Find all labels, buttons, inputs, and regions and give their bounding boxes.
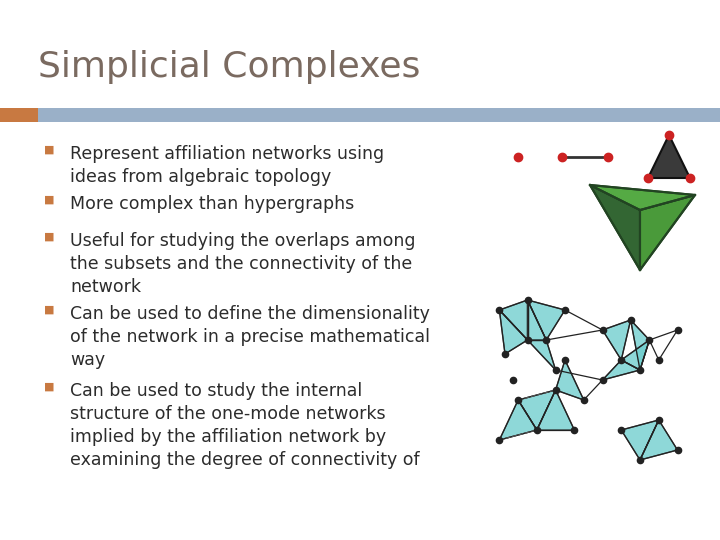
Polygon shape [603, 360, 640, 380]
Text: Simplicial Complexes: Simplicial Complexes [38, 50, 420, 84]
Bar [38, 108, 720, 122]
Polygon shape [518, 390, 556, 430]
Bar [0, 108, 38, 122]
Polygon shape [590, 185, 640, 270]
Polygon shape [528, 300, 546, 340]
Polygon shape [640, 420, 678, 460]
Text: Can be used to study the internal
structure of the one-mode networks
implied by : Can be used to study the internal struct… [70, 382, 420, 469]
Text: More complex than hypergraphs: More complex than hypergraphs [70, 195, 354, 213]
Text: ■: ■ [44, 195, 55, 205]
Text: ■: ■ [44, 232, 55, 242]
Polygon shape [631, 320, 649, 370]
Polygon shape [621, 420, 659, 460]
Polygon shape [640, 195, 695, 270]
Polygon shape [556, 360, 584, 400]
Text: ■: ■ [44, 305, 55, 315]
Polygon shape [528, 340, 556, 370]
Polygon shape [500, 400, 537, 440]
Text: Can be used to define the dimensionality
of the network in a precise mathematica: Can be used to define the dimensionality… [70, 305, 430, 369]
Text: ■: ■ [44, 145, 55, 155]
Polygon shape [590, 185, 695, 210]
Text: ■: ■ [44, 382, 55, 392]
Polygon shape [500, 300, 528, 340]
Polygon shape [528, 300, 565, 340]
Polygon shape [537, 390, 575, 430]
Polygon shape [500, 310, 528, 354]
Polygon shape [621, 340, 649, 370]
Polygon shape [603, 320, 631, 360]
Polygon shape [648, 135, 690, 178]
Text: Useful for studying the overlaps among
the subsets and the connectivity of the
n: Useful for studying the overlaps among t… [70, 232, 415, 296]
Text: Represent affiliation networks using
ideas from algebraic topology: Represent affiliation networks using ide… [70, 145, 384, 186]
